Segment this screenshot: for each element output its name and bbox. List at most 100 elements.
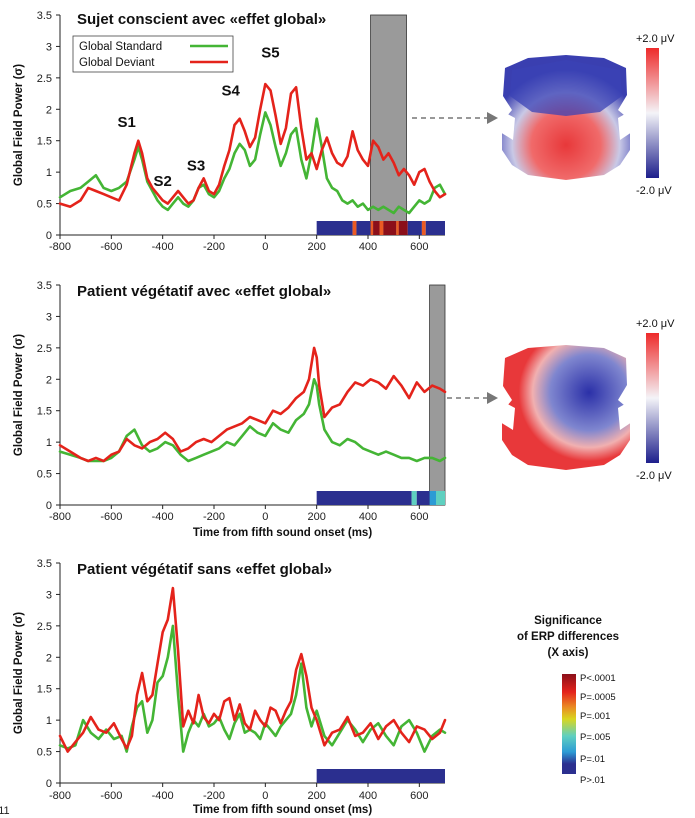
significance-level-label: P>.01 (580, 775, 605, 786)
scalp-cutout-left (500, 110, 515, 140)
x-tick-label: 400 (359, 790, 377, 802)
x-tick-label: -200 (203, 241, 225, 253)
y-tick-label: 2 (46, 652, 52, 664)
arrow-head-icon (487, 112, 498, 124)
x-tick-label: -600 (100, 790, 122, 802)
series-line-global-standard (58, 378, 447, 463)
significance-level-label: P=.001 (580, 711, 610, 722)
scalp-colorbar (646, 48, 659, 178)
y-tick-label: 0 (46, 500, 52, 512)
x-tick-label: 200 (307, 511, 325, 523)
y-tick-label: 2.5 (37, 73, 52, 85)
series-line-global-deviant (58, 82, 447, 208)
x-tick-label: -400 (152, 241, 174, 253)
x-tick-label: -800 (49, 511, 71, 523)
chart-panel-vegetative-effect: 0 0.5 1 1.5 2 2.5 3 3.5 -800 -600 -400 -200 0 200 400 6… (13, 280, 447, 539)
significance-segment (407, 221, 422, 235)
scalp-map-vegetative: +2.0 μV -2.0 μV (447, 318, 675, 482)
y-tick-label: 0 (46, 778, 52, 790)
y-tick-label: 0 (46, 230, 52, 242)
significance-segment (316, 769, 445, 783)
y-tick-label: 3.5 (37, 280, 52, 292)
y-axis-title: Global Field Power (σ) (13, 64, 25, 186)
significance-title-line3: (X axis) (548, 647, 589, 659)
significance-segment (398, 221, 408, 235)
x-tick-label: 0 (262, 511, 268, 523)
x-tick-label: -800 (49, 790, 71, 802)
scalp-cutout-right (618, 110, 632, 140)
legend: Global Standard Global Deviant (72, 35, 234, 73)
y-tick-label: 1.5 (37, 136, 52, 148)
x-tick-label: -400 (152, 511, 174, 523)
x-tick-label: 200 (307, 241, 325, 253)
significance-segment (411, 491, 417, 505)
stimulus-label-s4: S4 (222, 82, 241, 99)
scalp-colorbar-bottom-label: -2.0 μV (636, 470, 672, 482)
footer-fragment: 2011 (0, 805, 10, 817)
x-tick-label: -800 (49, 241, 71, 253)
y-tick-label: 1.5 (37, 684, 52, 696)
scalp-cutout-right (618, 400, 632, 430)
x-tick-label: 400 (359, 241, 377, 253)
x-tick-label: 400 (359, 511, 377, 523)
significance-segment (429, 491, 437, 505)
scalp-colorbar-top-label: +2.0 μV (636, 318, 675, 330)
y-axis-title: Global Field Power (σ) (13, 612, 25, 734)
significance-level-label: P=.01 (580, 754, 605, 765)
y-tick-label: 1 (46, 437, 52, 449)
x-tick-label: -600 (100, 241, 122, 253)
y-tick-label: 0.5 (37, 199, 52, 211)
panel-title: Patient végétatif sans «effet global» (77, 561, 332, 578)
scalp-cutout-left (500, 400, 515, 430)
significance-segment (436, 491, 445, 505)
significance-level-label: P=.0005 (580, 692, 616, 703)
scalp-map-conscious: +2.0 μV -2.0 μV (412, 33, 675, 197)
panel-title: Patient végétatif avec «effet global» (77, 283, 331, 300)
legend-deviant-label: Global Deviant (79, 57, 155, 69)
scalp-topography (502, 345, 630, 470)
significance-legend: Significance of ERP differences (X axis)… (517, 615, 619, 786)
significance-segment (379, 221, 384, 235)
y-tick-label: 3.5 (37, 558, 52, 570)
significance-title-line2: of ERP differences (517, 631, 619, 643)
arrow-head-icon (487, 392, 498, 404)
chart-panel-vegetative-no-effect: 0 0.5 1 1.5 2 2.5 3 3.5 -800 -600 -400 -200 0 200 400 6… (13, 558, 447, 816)
y-tick-label: 3 (46, 311, 52, 323)
significance-segment (421, 221, 426, 235)
x-axis-title: Time from fifth sound onset (ms) (193, 527, 372, 539)
x-tick-label: 600 (410, 790, 428, 802)
y-tick-label: 2.5 (37, 621, 52, 633)
x-tick-label: 0 (262, 790, 268, 802)
x-tick-label: -600 (100, 511, 122, 523)
significance-segment (425, 221, 445, 235)
series-line-global-deviant (58, 346, 447, 463)
y-tick-label: 1.5 (37, 406, 52, 418)
scalp-colorbar-bottom-label: -2.0 μV (636, 185, 672, 197)
legend-standard-label: Global Standard (79, 41, 162, 53)
significance-segment (383, 221, 397, 235)
x-tick-label: 200 (307, 790, 325, 802)
series-line-global-deviant (58, 586, 447, 753)
y-tick-label: 2 (46, 374, 52, 386)
scalp-colorbar (646, 333, 659, 463)
chart-panel-conscious: 0 0.5 1 1.5 2 2.5 3 3.5 -800 -600 -400 -200 0 200 400 6… (13, 10, 447, 253)
y-tick-label: 1 (46, 167, 52, 179)
x-tick-label: 0 (262, 241, 268, 253)
x-tick-label: -200 (203, 790, 225, 802)
y-tick-label: 3.5 (37, 10, 52, 22)
y-tick-label: 3 (46, 589, 52, 601)
y-tick-label: 2.5 (37, 343, 52, 355)
significance-segment (416, 491, 430, 505)
significance-segment (316, 491, 412, 505)
scalp-colorbar-top-label: +2.0 μV (636, 33, 675, 45)
scalp-blue-region (510, 60, 622, 116)
analysis-window (429, 284, 446, 506)
analysis-window (370, 14, 407, 236)
stimulus-label-s3: S3 (187, 157, 205, 174)
significance-segment (373, 221, 380, 235)
significance-segment (370, 221, 374, 235)
y-tick-label: 3 (46, 41, 52, 53)
stimulus-label-s5: S5 (261, 45, 279, 62)
y-tick-label: 0.5 (37, 747, 52, 759)
